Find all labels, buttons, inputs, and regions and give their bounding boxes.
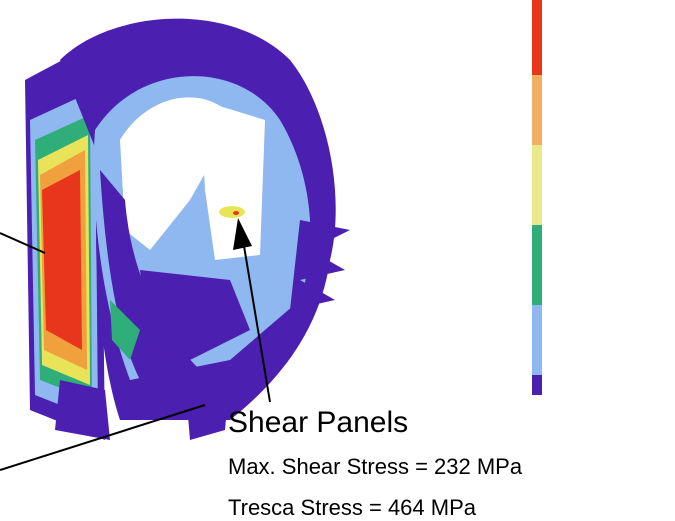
color-bar — [532, 0, 542, 395]
stress-figure: Shear Panels Max. Shear Stress = 232 MPa… — [0, 0, 675, 521]
page: {"annotation": {"title": "Shear Panels",… — [0, 0, 675, 521]
annotation-line: Max. Shear Stress = 232 MPa — [228, 454, 523, 479]
annotation-line: Tresca Stress = 464 MPa — [228, 495, 477, 520]
annotation-title: Shear Panels — [228, 406, 408, 439]
